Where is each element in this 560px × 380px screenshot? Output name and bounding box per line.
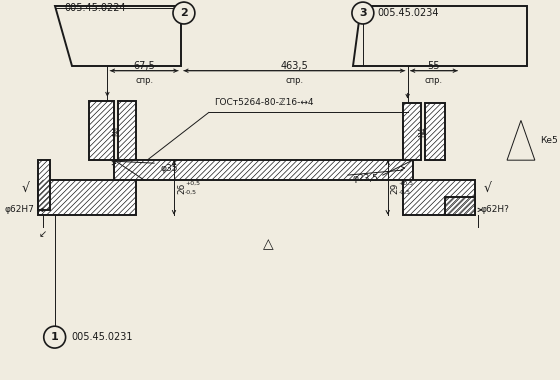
Text: +0,5: +0,5	[185, 181, 200, 186]
Bar	[403, 180, 475, 215]
Bar	[424, 103, 445, 160]
Text: √: √	[22, 182, 30, 195]
Text: 67,5: 67,5	[133, 61, 155, 71]
Text: N4: N4	[418, 126, 427, 137]
Text: 005.45.0234: 005.45.0234	[378, 8, 439, 18]
Bar	[38, 180, 136, 215]
Text: 3: 3	[359, 8, 367, 18]
Text: φ62Н?: φ62Н?	[480, 205, 509, 214]
Text: спр.: спр.	[424, 76, 442, 85]
Text: спр.: спр.	[285, 76, 304, 85]
Text: 55: 55	[427, 61, 440, 71]
Circle shape	[173, 2, 195, 24]
Text: √: √	[483, 182, 491, 195]
Text: ГОСт5264-80-ℤ16-↔4: ГОСт5264-80-ℤ16-↔4	[214, 98, 313, 108]
Text: N4: N4	[112, 125, 121, 136]
Text: +0,5: +0,5	[399, 181, 414, 186]
Text: 26: 26	[177, 182, 186, 194]
Text: φ62Н7: φ62Н7	[5, 205, 35, 214]
Polygon shape	[55, 6, 181, 66]
Text: 005.45.0224: 005.45.0224	[64, 3, 126, 13]
Text: 005.45.0231: 005.45.0231	[72, 332, 133, 342]
Text: 463,5: 463,5	[281, 61, 308, 71]
Bar	[403, 103, 421, 160]
Text: ↙: ↙	[39, 229, 47, 239]
Text: 1: 1	[51, 332, 59, 342]
Polygon shape	[507, 120, 535, 160]
Polygon shape	[353, 6, 527, 66]
Bar	[38, 160, 50, 210]
Text: 29: 29	[391, 182, 400, 194]
Circle shape	[44, 326, 66, 348]
Text: △: △	[263, 237, 274, 251]
Text: 2: 2	[180, 8, 188, 18]
Text: φ35: φ35	[160, 164, 178, 173]
Circle shape	[352, 2, 374, 24]
Text: спр.: спр.	[135, 76, 153, 85]
Text: Ке5: Ке5	[540, 136, 558, 145]
Bar	[114, 160, 413, 180]
Text: -0,5: -0,5	[399, 190, 410, 195]
Bar	[90, 101, 114, 160]
Bar	[118, 101, 136, 160]
Text: -0,5: -0,5	[185, 190, 197, 195]
Bar	[445, 197, 475, 215]
Text: φ23,5: φ23,5	[353, 174, 379, 182]
